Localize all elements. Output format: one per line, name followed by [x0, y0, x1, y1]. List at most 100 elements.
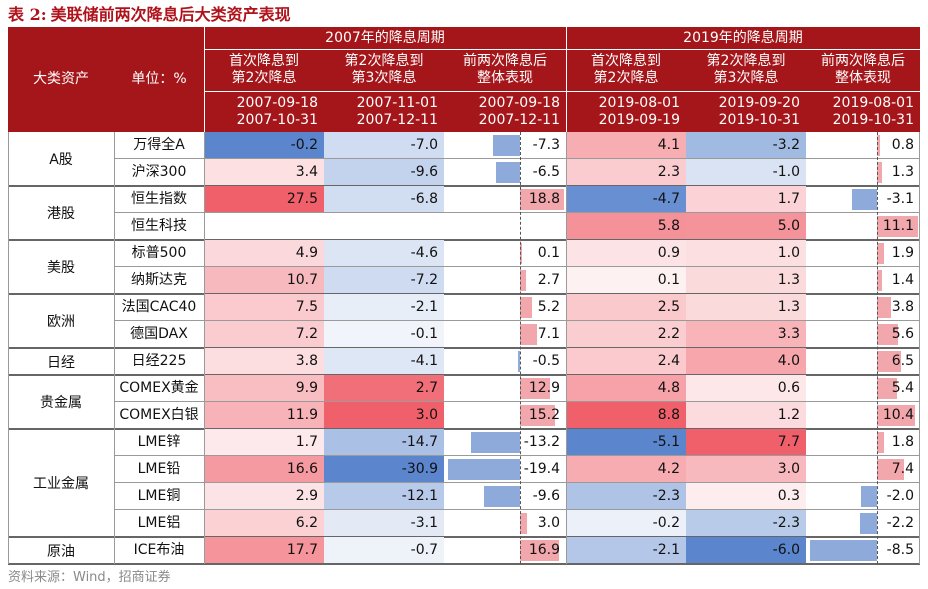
- value-cell: -13.2: [523, 434, 560, 450]
- table-row: ICE布油 17.7 -0.7 16.9 -2.1 -6.0 -8.5: [8, 537, 920, 564]
- asset-group-label: 美股: [47, 260, 75, 276]
- value-cell: -1.0: [686, 159, 806, 186]
- data-bar: [518, 351, 520, 372]
- asset-name: LME铅: [137, 461, 181, 477]
- asset-group-label: 港股: [47, 206, 75, 222]
- value-cell: 0.9: [566, 240, 686, 267]
- value-cell: 7.2: [204, 321, 324, 348]
- value-cell: -0.2: [204, 132, 324, 159]
- asset-group-label: 欧洲: [47, 314, 75, 330]
- value-cell: 3.0: [686, 456, 806, 483]
- data-bar: [877, 297, 891, 318]
- header-date-end: 2019-10-31: [718, 111, 800, 128]
- value-cell: -2.1: [566, 537, 686, 564]
- table-number: 表 2:: [8, 5, 47, 24]
- header-sub-line: 第2次降息: [593, 70, 659, 86]
- value-cell: -6.0: [686, 537, 806, 564]
- value-cell: 11.1: [882, 218, 914, 234]
- value-cell: 4.9: [204, 240, 324, 267]
- table-row: 纳斯达克 10.7 -7.2 2.7 0.1 1.3 1.4: [8, 267, 920, 294]
- value-cell: -2.1: [324, 294, 444, 321]
- data-bar: [520, 270, 526, 291]
- value-cell: 3.4: [204, 159, 324, 186]
- value-cell: 12.9: [528, 380, 560, 396]
- value-cell: -9.6: [532, 488, 560, 504]
- table-row: 日经225 3.8 -4.1 -0.5 2.4 4.0 6.5: [8, 348, 920, 375]
- header-unit: 单位：%: [131, 71, 187, 87]
- asset-name: 沪深300: [131, 164, 187, 180]
- value-cell: 1.7: [204, 429, 324, 456]
- value-cell: -30.9: [324, 456, 444, 483]
- data-bar: [877, 270, 882, 291]
- value-cell: 5.6: [891, 326, 914, 342]
- value-cell: -6.5: [532, 164, 560, 180]
- value-cell: 27.5: [204, 186, 324, 213]
- data-bar: [810, 540, 877, 561]
- table-row: 法国CAC40 7.5 -2.1 5.2 2.5 1.3 3.8: [8, 294, 920, 321]
- header-date-start: 2007-09-18: [478, 94, 560, 111]
- value-cell: -7.2: [324, 267, 444, 294]
- value-cell: -4.7: [566, 186, 686, 213]
- value-cell: 0.1: [566, 267, 686, 294]
- header-sub-line: 第2次降息: [231, 70, 297, 86]
- value-cell: -2.0: [886, 488, 914, 504]
- header-sub-line: 第3次降息: [351, 70, 417, 86]
- value-cell: 4.2: [566, 456, 686, 483]
- value-cell: 1.3: [686, 267, 806, 294]
- header-date-start: 2019-08-01: [832, 94, 914, 111]
- value-cell: 1.3: [891, 164, 914, 180]
- table-row: LME铝 6.2 -3.1 3.0 -0.2 -2.3 -2.2: [8, 510, 920, 537]
- value-cell: 2.5: [566, 294, 686, 321]
- asset-name: ICE布油: [133, 542, 185, 558]
- value-cell: -12.1: [324, 483, 444, 510]
- value-cell: 5.4: [891, 380, 914, 396]
- value-cell: -6.8: [324, 186, 444, 213]
- asset-name: COMEX白银: [119, 407, 199, 423]
- header-date-range: 2019-08-01 2019-10-31: [806, 91, 920, 132]
- data-bar: [448, 459, 520, 480]
- value-cell: 3.8: [891, 299, 914, 315]
- value-cell: [204, 213, 324, 240]
- value-cell: 7.7: [686, 429, 806, 456]
- data-bar: [520, 243, 522, 264]
- value-cell: 2.7: [537, 272, 560, 288]
- value-cell: 4.8: [566, 375, 686, 402]
- table-row: 万得全A -0.2 -7.0 -7.3 4.1 -3.2 0.8: [8, 132, 920, 159]
- table-row: 恒生指数 27.5 -6.8 18.8 -4.7 1.7 -3.1: [8, 186, 920, 213]
- value-cell: 4.1: [566, 132, 686, 159]
- header-date-start: 2007-09-18: [236, 94, 318, 111]
- data-bar: [520, 378, 550, 399]
- header-sub-line: 整体表现: [477, 70, 533, 86]
- data-bar: [877, 162, 882, 183]
- asset-group-label: 贵金属: [40, 395, 82, 411]
- header-date-range: 2007-09-18 2007-10-31: [204, 91, 324, 132]
- value-cell: -14.7: [324, 429, 444, 456]
- asset-name: 标普500: [131, 245, 187, 261]
- value-cell: 2.7: [324, 375, 444, 402]
- value-cell: 5.2: [537, 299, 560, 315]
- header-sub-line: 第2次降息到: [344, 53, 424, 69]
- asset-name: 日经225: [131, 353, 187, 369]
- table-row: LME铜 2.9 -12.1 -9.6 -2.3 0.3 -2.0: [8, 483, 920, 510]
- data-bar: [520, 189, 564, 210]
- value-cell: 1.8: [891, 434, 914, 450]
- header-sub-label: 首次降息到 第2次降息: [204, 49, 324, 91]
- value-cell: 0.6: [686, 375, 806, 402]
- table-title: 表 2: 美联储前两次降息后大类资产表现: [8, 4, 291, 26]
- table-row: COMEX白银 11.9 3.0 15.2 8.8 1.2 10.4: [8, 402, 920, 429]
- value-cell: 1.9: [891, 245, 914, 261]
- data-bar: [484, 486, 520, 507]
- header-sub-line: 首次降息到: [591, 53, 661, 69]
- header-sub-line: 整体表现: [835, 70, 891, 86]
- value-cell: 7.5: [204, 294, 324, 321]
- value-cell: 0.3: [686, 483, 806, 510]
- header-sub-label: 首次降息到 第2次降息: [566, 49, 686, 91]
- asset-name: LME铝: [137, 515, 181, 531]
- value-cell: 15.2: [528, 407, 560, 423]
- asset-name: 纳斯达克: [131, 272, 187, 288]
- header-sub-label: 前两次降息后 整体表现: [806, 49, 920, 91]
- header-date-end: 2007-12-11: [478, 111, 560, 128]
- value-cell: 2.2: [566, 321, 686, 348]
- value-cell: -3.1: [886, 191, 914, 207]
- data-bar: [877, 324, 898, 345]
